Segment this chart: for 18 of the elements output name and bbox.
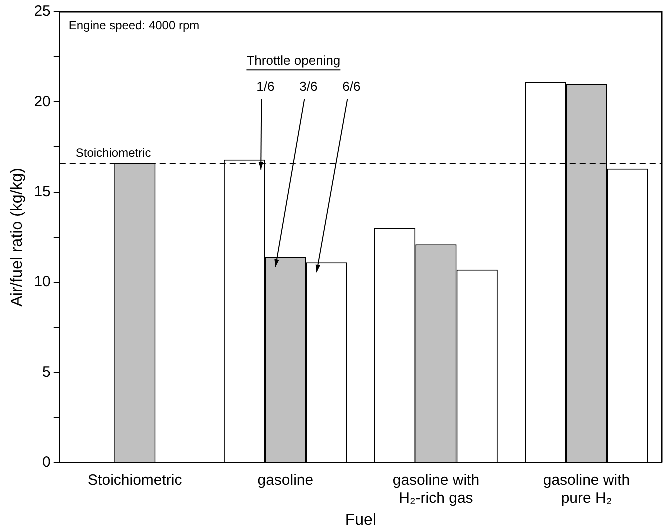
annotation: Engine speed: 4000 rpm (68, 18, 200, 32)
y-axis-title: Air/fuel ratio (kg/kg) (9, 168, 26, 307)
legend-title: Throttle opening (246, 53, 341, 68)
x-axis-title: Fuel (345, 512, 377, 529)
y-tick-label: 15 (34, 183, 51, 200)
x-tick-label: gasoline with H₂-rich gas (392, 472, 480, 507)
y-tick-label: 5 (42, 364, 51, 381)
y-tick-label: 20 (34, 93, 51, 110)
x-tick-label: Stoichiometric (88, 472, 183, 489)
y-tick-label: 10 (34, 274, 51, 291)
y-tick-label: 0 (42, 454, 51, 471)
text: 6/6 (342, 79, 361, 94)
text: 3/6 (300, 79, 318, 94)
y-tick-label: 25 (34, 3, 51, 20)
x-tick-label: gasoline with pure H₂ (543, 472, 630, 507)
ref-line-label: Stoichiometric (76, 146, 152, 160)
x-tick-label: gasoline (258, 472, 314, 489)
text: 1/6 (256, 79, 275, 94)
